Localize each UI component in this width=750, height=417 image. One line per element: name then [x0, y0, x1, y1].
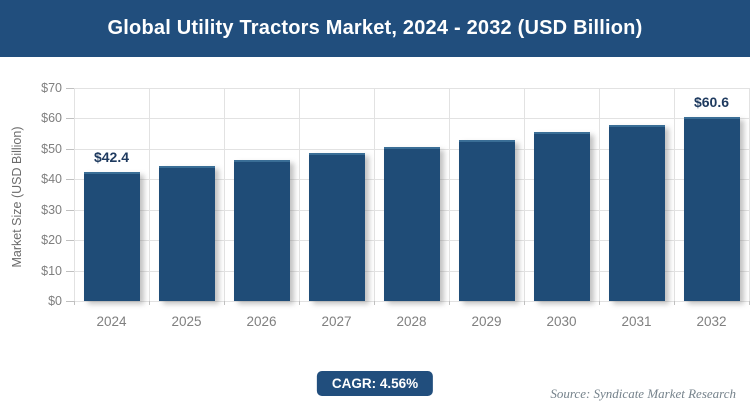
x-axis-label: 2026 [246, 314, 277, 329]
bar-value-label: $42.4 [93, 148, 130, 165]
chart-title-banner: Global Utility Tractors Market, 2024 - 2… [0, 0, 750, 57]
x-axis-label: 2024 [96, 314, 127, 329]
y-axis-tick-label: $0 [48, 294, 62, 308]
cagr-badge: CAGR: 4.56% [316, 371, 434, 396]
y-axis-tick-label: $30 [41, 202, 62, 217]
x-axis-label: 2030 [546, 314, 577, 329]
y-tick-mark [66, 240, 74, 242]
bar-2030 [533, 132, 590, 301]
y-axis-tick-label: $10 [41, 263, 62, 278]
h-gridline [74, 301, 749, 302]
x-axis-label: 2029 [471, 314, 502, 329]
source-attribution: Source: Syndicate Market Research [550, 386, 736, 401]
v-gridline [149, 88, 150, 301]
v-gridline [524, 88, 525, 301]
x-axis-label: 2028 [396, 314, 427, 329]
x-tick-mark [524, 301, 525, 305]
x-tick-mark [74, 301, 75, 305]
x-axis-label: 2032 [696, 314, 727, 329]
y-axis-tick-label: $20 [41, 233, 62, 248]
y-tick-mark [66, 179, 74, 181]
y-tick-mark [66, 88, 74, 89]
x-tick-mark [374, 301, 375, 305]
v-gridline [599, 88, 600, 301]
y-axis-tick-label: $50 [41, 141, 62, 156]
bar-2031 [608, 124, 665, 301]
x-tick-mark [224, 301, 225, 305]
h-gridline [74, 88, 749, 89]
bar-2026 [233, 159, 290, 301]
x-tick-mark [299, 301, 300, 305]
bar-2032 [683, 116, 740, 301]
bar-value-label: $60.6 [693, 93, 730, 110]
y-tick-mark [66, 301, 74, 302]
y-tick-mark [66, 118, 74, 120]
h-gridline [74, 118, 749, 120]
v-gridline [74, 88, 75, 301]
chart-title: Global Utility Tractors Market, 2024 - 2… [107, 17, 643, 39]
x-tick-mark [599, 301, 600, 305]
plot-area: $0 $10 $20 $30 $40 $50 $60 $70 $42.4 2024 2025 2026… [41, 81, 750, 329]
bar-2028 [383, 146, 440, 301]
x-tick-mark [449, 301, 450, 305]
y-tick-mark [66, 209, 74, 211]
v-gridline [224, 88, 225, 301]
y-tick-mark [66, 270, 74, 272]
v-gridline [449, 88, 450, 301]
x-axis-label: 2031 [621, 314, 652, 329]
v-gridline [299, 88, 300, 301]
x-axis-label: 2027 [321, 314, 352, 329]
y-axis-tick-label: $70 [41, 81, 62, 95]
v-gridline [674, 88, 675, 301]
y-axis-tick-label: $60 [41, 111, 62, 126]
x-tick-mark [149, 301, 150, 305]
v-gridline [374, 88, 375, 301]
y-tick-mark [66, 148, 74, 150]
x-axis-label: 2025 [171, 314, 202, 329]
bar-2024 [83, 171, 140, 301]
y-axis-tick-label: $40 [41, 172, 62, 187]
bar-2029 [458, 139, 515, 301]
bar-2025 [158, 166, 215, 301]
x-tick-mark [674, 301, 675, 305]
bar-2027 [308, 153, 365, 301]
